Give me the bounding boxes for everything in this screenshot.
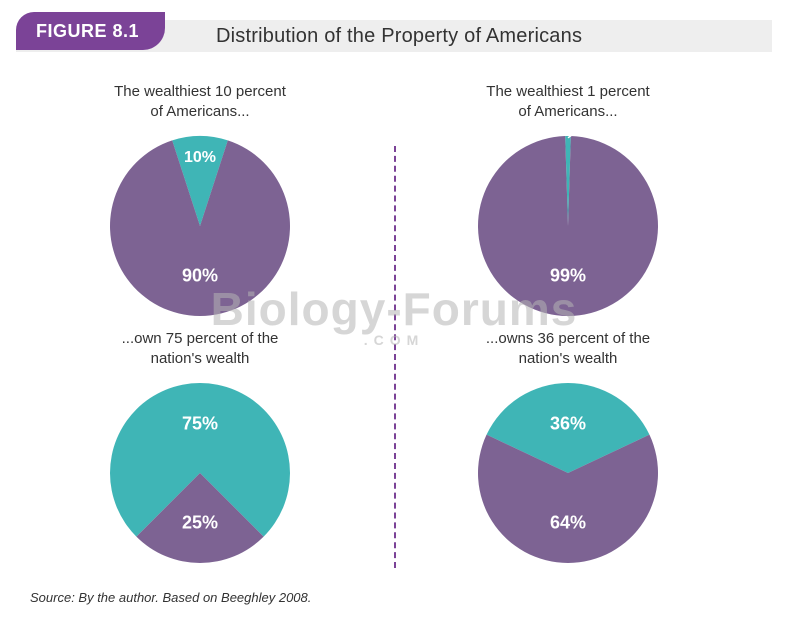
- pie-right-bottom-svg: 36% 64%: [473, 378, 663, 568]
- pie-slice-label: 75%: [182, 414, 218, 434]
- pie-left-bottom-svg: 75% 25%: [105, 378, 295, 568]
- pie-slice-label: 99%: [550, 266, 586, 286]
- pie-right-bottom: 36% 64%: [473, 378, 663, 568]
- figure-container: FIGURE 8.1 Distribution of the Property …: [0, 12, 788, 605]
- pie-right-top-svg: 1% 99%: [473, 131, 663, 321]
- pie-right-top: 1% 99%: [473, 131, 663, 321]
- pie-left-top: 10% 90%: [105, 131, 295, 321]
- pie-left-bottom: 75% 25%: [105, 378, 295, 568]
- pie-slice-label: 64%: [550, 513, 586, 533]
- figure-header: FIGURE 8.1 Distribution of the Property …: [16, 12, 772, 58]
- caption-left-top: The wealthiest 10 percent of Americans..…: [16, 82, 384, 121]
- caption-right-top: The wealthiest 1 percent of Americans...: [384, 82, 752, 121]
- vertical-divider: [394, 146, 396, 568]
- caption-left-bottom: ...own 75 percent of the nation's wealth: [16, 329, 384, 368]
- pie-slice-label: 25%: [182, 513, 218, 533]
- pie-left-top-svg: 10% 90%: [105, 131, 295, 321]
- charts-grid: The wealthiest 10 percent of Americans..…: [16, 76, 772, 576]
- caption-right-bottom: ...owns 36 percent of the nation's wealt…: [384, 329, 752, 368]
- figure-title: Distribution of the Property of American…: [216, 20, 582, 52]
- column-left: The wealthiest 10 percent of Americans..…: [16, 76, 384, 576]
- pie-slice-label: 1%: [600, 131, 623, 138]
- pie-slice-label: 90%: [182, 266, 218, 286]
- pie-slice-label: 10%: [184, 149, 216, 166]
- source-line: Source: By the author. Based on Beeghley…: [30, 590, 788, 605]
- pie-slice-label: 36%: [550, 414, 586, 434]
- figure-label-badge: FIGURE 8.1: [16, 12, 165, 50]
- column-right: The wealthiest 1 percent of Americans...…: [384, 76, 752, 576]
